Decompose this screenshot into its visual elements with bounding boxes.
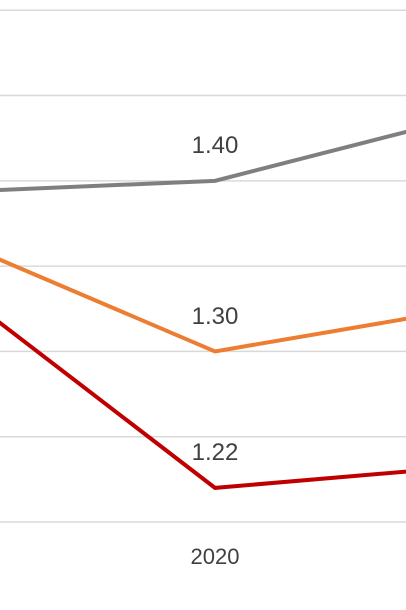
- series-line: [0, 320, 406, 490]
- data-label: 1.40: [192, 132, 239, 159]
- data-label: 1.22: [192, 439, 239, 466]
- x-tick-label: 2020: [191, 544, 240, 569]
- series-line: [0, 257, 406, 354]
- data-label: 1.30: [192, 303, 239, 330]
- series-line: [0, 129, 406, 192]
